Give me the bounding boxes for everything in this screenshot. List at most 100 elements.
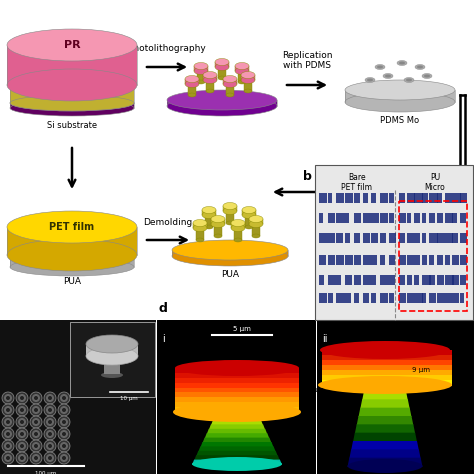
Bar [414,233,420,243]
Polygon shape [244,80,252,91]
Polygon shape [362,391,408,401]
Ellipse shape [424,74,430,78]
Polygon shape [206,80,214,91]
Ellipse shape [7,69,137,101]
Ellipse shape [4,442,12,450]
Ellipse shape [231,225,245,231]
Ellipse shape [223,202,237,210]
Bar [345,213,349,223]
Text: d: d [159,302,168,315]
Bar [445,233,453,243]
Ellipse shape [172,246,288,266]
Polygon shape [241,75,255,80]
Bar [437,193,442,203]
Bar [372,255,377,265]
Bar [363,255,371,265]
Ellipse shape [7,239,137,271]
Bar [445,193,452,203]
Text: 100 μm: 100 μm [36,471,56,474]
Bar [345,293,351,303]
Bar [319,213,323,223]
Ellipse shape [206,78,214,82]
Bar [380,293,388,303]
Ellipse shape [238,80,246,84]
Ellipse shape [241,72,255,79]
Polygon shape [214,224,222,236]
Ellipse shape [20,408,24,412]
Ellipse shape [34,456,38,460]
Ellipse shape [46,454,54,462]
Bar [175,383,299,389]
Bar [399,275,405,285]
Ellipse shape [48,444,52,448]
Ellipse shape [252,234,260,238]
Bar [337,213,345,223]
Ellipse shape [2,416,14,428]
Ellipse shape [365,78,375,82]
Ellipse shape [2,440,14,452]
Text: Replication with PUA: Replication with PUA [320,176,414,185]
Polygon shape [192,460,282,465]
Bar [407,233,414,243]
Bar [175,392,299,398]
Bar [407,255,414,265]
Bar [452,275,458,285]
Bar [414,193,423,203]
Ellipse shape [44,452,56,464]
Bar [460,293,464,303]
Polygon shape [358,408,411,417]
Bar [437,213,443,223]
Ellipse shape [185,75,199,82]
Bar [399,293,406,303]
Polygon shape [209,424,265,430]
Bar [460,193,467,203]
Ellipse shape [34,420,38,424]
Ellipse shape [211,216,225,222]
Ellipse shape [223,75,237,82]
Bar [399,193,405,203]
Ellipse shape [18,442,26,450]
Ellipse shape [44,404,56,416]
Ellipse shape [234,238,242,242]
Polygon shape [211,219,225,224]
Ellipse shape [383,73,393,79]
Bar [372,193,376,203]
Polygon shape [196,451,278,456]
Bar [429,213,435,223]
Ellipse shape [215,64,229,71]
Ellipse shape [62,408,66,412]
Polygon shape [194,66,208,71]
Ellipse shape [10,95,134,111]
Ellipse shape [44,428,56,440]
Bar [175,402,299,408]
Bar [407,193,415,203]
Ellipse shape [249,216,263,222]
Bar [452,293,459,303]
Bar [437,233,445,243]
Ellipse shape [167,90,277,110]
Ellipse shape [218,76,226,80]
Bar [437,293,445,303]
Polygon shape [223,206,237,211]
Text: PUA: PUA [63,277,81,286]
Bar [414,275,419,285]
Bar [460,275,465,285]
Ellipse shape [367,79,373,82]
Bar [104,356,120,374]
Polygon shape [185,79,199,84]
Polygon shape [238,71,246,82]
Ellipse shape [7,29,137,61]
Ellipse shape [173,402,301,422]
Bar [319,293,327,303]
Bar [460,233,467,243]
Polygon shape [235,66,249,71]
Ellipse shape [242,207,256,213]
Ellipse shape [193,219,207,227]
Ellipse shape [48,456,52,460]
Ellipse shape [58,428,70,440]
Bar [354,193,361,203]
Ellipse shape [4,418,12,426]
Text: ii: ii [322,334,328,344]
Bar [372,213,379,223]
Bar [452,255,459,265]
